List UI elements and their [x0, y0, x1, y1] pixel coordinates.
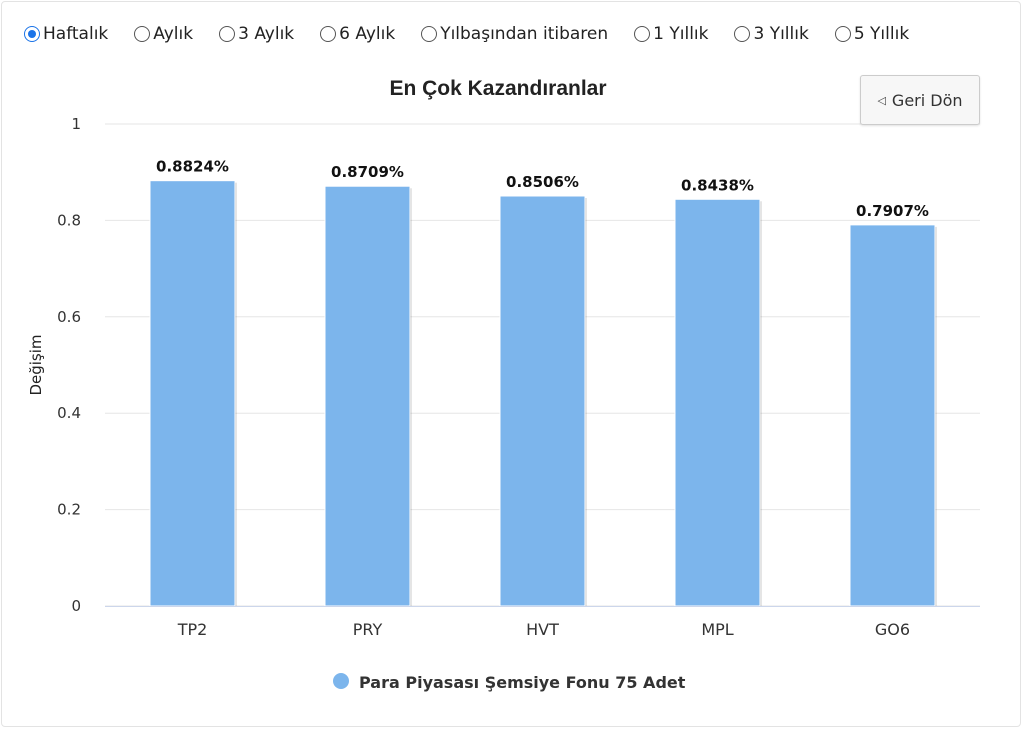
- bar-group[interactable]: 0.7907%: [849, 202, 937, 607]
- back-button-label: Geri Dön: [891, 90, 963, 110]
- period-selector: Haftalık Aylık 3 Aylık 6 Aylık Yılbaşınd…: [24, 22, 909, 46]
- radio-label: 3 Yıllık: [753, 24, 809, 44]
- bar[interactable]: [149, 180, 236, 607]
- bar[interactable]: [674, 198, 761, 607]
- bar-group[interactable]: 0.8438%: [674, 176, 762, 607]
- radio-5-yillik[interactable]: 5 Yıllık: [834, 24, 910, 44]
- radio-label: Haftalık: [43, 24, 109, 44]
- legend-label[interactable]: Para Piyasası Şemsiye Fonu 75 Adet: [359, 673, 686, 692]
- bar-group[interactable]: 0.8506%: [499, 173, 587, 607]
- radio-label: 3 Aylık: [238, 24, 295, 44]
- data-label: 0.8824%: [156, 158, 229, 176]
- bar-group[interactable]: 0.8709%: [324, 163, 412, 607]
- radio-label: Yılbaşından itibaren: [440, 24, 609, 44]
- y-axis-ticks: 0 0.2 0.4 0.6 0.8 1: [57, 115, 81, 615]
- radio-label: 6 Aylık: [339, 24, 396, 44]
- radio-button-icon[interactable]: [24, 26, 40, 42]
- data-label: 0.8506%: [506, 173, 579, 191]
- radio-button-icon[interactable]: [634, 26, 651, 42]
- bar[interactable]: [849, 224, 936, 607]
- bar[interactable]: [324, 185, 411, 607]
- radio-yilbasindan-itibaren[interactable]: Yılbaşından itibaren: [421, 24, 608, 44]
- x-tick-label: MPL: [701, 620, 733, 639]
- x-tick-label: TP2: [177, 620, 208, 639]
- legend[interactable]: Para Piyasası Şemsiye Fonu 75 Adet: [333, 673, 686, 692]
- bar-group[interactable]: 0.8824%: [149, 158, 237, 607]
- y-tick-label: 0.2: [57, 501, 81, 519]
- y-tick-label: 0.4: [57, 404, 81, 422]
- triangle-left-icon: ◁: [877, 93, 886, 107]
- radio-button-icon[interactable]: [320, 26, 337, 42]
- legend-marker-icon: [333, 673, 349, 689]
- radio-6-aylik[interactable]: 6 Aylık: [320, 24, 395, 44]
- radio-button-icon[interactable]: [834, 26, 851, 42]
- radio-aylik[interactable]: Aylık: [134, 24, 193, 44]
- x-axis-ticks: TP2 PRY HVT MPL GO6: [177, 620, 910, 639]
- y-tick-label: 0.8: [57, 211, 81, 229]
- radio-haftalik[interactable]: Haftalık: [24, 24, 108, 44]
- bar[interactable]: [499, 195, 586, 607]
- x-tick-label: PRY: [353, 620, 383, 639]
- data-label: 0.8709%: [331, 163, 404, 181]
- y-tick-label: 0.6: [57, 308, 81, 326]
- radio-button-icon[interactable]: [219, 26, 236, 42]
- y-tick-label: 1: [71, 115, 81, 133]
- chart-title: En Çok Kazandıranlar: [389, 77, 606, 100]
- x-tick-label: HVT: [526, 620, 559, 639]
- data-label: 0.7907%: [856, 202, 929, 220]
- x-tick-label: GO6: [875, 620, 910, 639]
- radio-label: Aylık: [153, 24, 194, 44]
- data-label: 0.8438%: [681, 176, 754, 194]
- radio-button-icon[interactable]: [421, 26, 438, 42]
- y-tick-label: 0: [71, 597, 81, 615]
- radio-label: 5 Yıllık: [853, 24, 910, 44]
- back-button[interactable]: ◁ Geri Dön: [860, 75, 980, 125]
- radio-3-yillik[interactable]: 3 Yıllık: [734, 24, 809, 44]
- radio-1-yillik[interactable]: 1 Yıllık: [634, 24, 708, 44]
- radio-button-icon[interactable]: [134, 26, 151, 42]
- radio-3-aylik[interactable]: 3 Aylık: [219, 24, 294, 44]
- radio-button-icon[interactable]: [734, 26, 751, 42]
- bars: 0.8824% 0.8709% 0.8506% 0.8438% 0.7907%: [149, 158, 937, 607]
- radio-label: 1 Yıllık: [653, 24, 709, 44]
- y-axis-title: Değişim: [27, 334, 45, 395]
